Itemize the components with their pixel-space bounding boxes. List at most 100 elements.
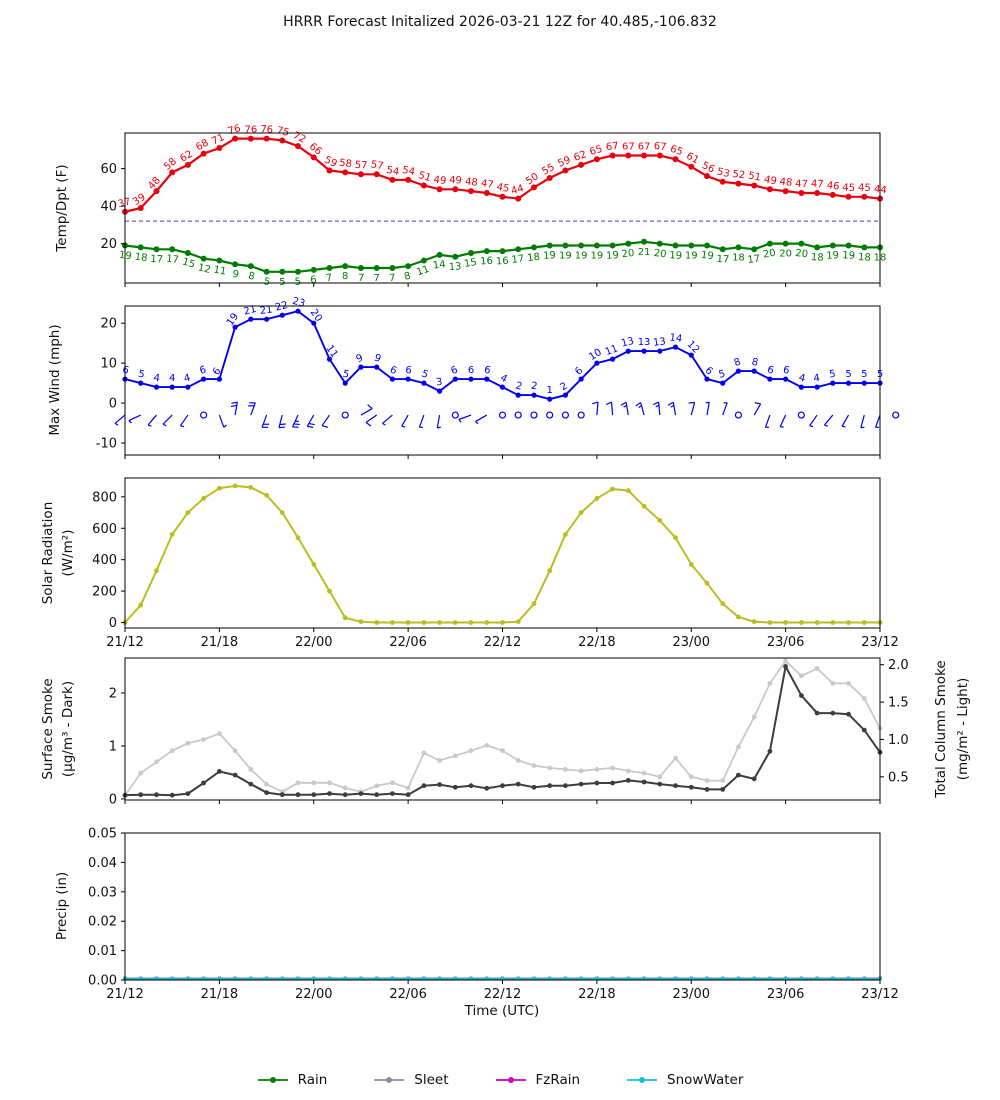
point-marker xyxy=(798,190,805,196)
point-marker xyxy=(751,246,758,253)
point-value-label: 45 xyxy=(496,182,510,195)
y-tick-label: 800 xyxy=(92,490,117,505)
calm-wind-icon xyxy=(892,411,900,419)
point-value-label: 76 xyxy=(244,125,257,136)
x-tick-label: 22/12 xyxy=(484,635,521,650)
y-tick-label: 0.02 xyxy=(88,915,117,930)
point-marker xyxy=(799,693,804,698)
point-marker xyxy=(201,496,207,501)
point-value-label: 11 xyxy=(415,264,431,279)
y-tick-label: 20 xyxy=(100,237,117,252)
point-value-label: 17 xyxy=(511,254,525,266)
point-value-label: 15 xyxy=(463,257,477,270)
sleet-line-swatch-icon xyxy=(374,1077,405,1083)
point-marker xyxy=(593,242,600,249)
y-tick-label: 0.03 xyxy=(88,885,117,900)
x-axis-title: Time (UTC) xyxy=(464,1003,540,1019)
point-value-label: 67 xyxy=(605,141,619,153)
point-marker xyxy=(484,620,490,625)
point-marker xyxy=(799,673,804,679)
calm-wind-icon xyxy=(200,411,208,419)
point-marker xyxy=(641,348,647,354)
point-marker xyxy=(499,193,506,200)
point-marker xyxy=(138,792,144,798)
point-marker xyxy=(279,137,286,144)
point-value-label: 22 xyxy=(274,300,289,314)
point-marker xyxy=(420,182,427,189)
solar-y-axis-label-line2: (W/m²) xyxy=(60,529,76,577)
point-marker xyxy=(799,620,804,625)
y-tick-label: 400 xyxy=(92,553,117,568)
point-marker xyxy=(641,503,647,509)
point-value-label: 8 xyxy=(733,356,743,369)
point-marker xyxy=(421,380,427,386)
point-marker xyxy=(641,152,648,159)
point-marker xyxy=(185,384,191,390)
point-value-label: 19 xyxy=(575,251,588,262)
legend-item-sleet: Sleet xyxy=(373,1072,449,1088)
point-value-label: 4 xyxy=(798,373,807,385)
point-marker xyxy=(184,161,191,168)
smoke-left-y-axis-label-line2: (µg/m³ - Dark) xyxy=(60,680,76,778)
point-marker xyxy=(185,791,191,796)
point-value-label: 19 xyxy=(685,251,698,262)
panel-border xyxy=(124,477,881,629)
point-value-label: 59 xyxy=(556,155,572,170)
point-marker xyxy=(484,376,490,382)
point-marker xyxy=(688,242,695,249)
y-tick-label: -10 xyxy=(96,437,117,452)
point-value-label: 17 xyxy=(716,254,729,266)
point-marker xyxy=(861,620,867,625)
point-marker xyxy=(562,167,569,174)
point-marker xyxy=(248,767,254,772)
point-marker xyxy=(169,384,175,390)
point-marker xyxy=(625,152,632,159)
point-value-label: 18 xyxy=(732,252,745,263)
point-marker xyxy=(310,154,317,161)
point-value-label: 49 xyxy=(763,174,777,187)
point-marker xyxy=(751,776,757,782)
point-marker xyxy=(153,384,160,390)
point-marker xyxy=(751,182,758,189)
y-tick-label: 1 xyxy=(109,739,117,754)
point-marker xyxy=(405,263,412,270)
point-value-label: 7 xyxy=(325,273,333,285)
point-value-label: 54 xyxy=(386,165,400,178)
point-marker xyxy=(279,268,286,275)
point-marker xyxy=(610,486,615,492)
point-marker xyxy=(263,268,270,275)
point-marker xyxy=(437,388,443,394)
point-value-label: 54 xyxy=(401,165,415,178)
y-tick-label: 0 xyxy=(109,397,117,412)
point-marker xyxy=(578,376,584,382)
point-marker xyxy=(326,167,333,174)
point-value-label: 8 xyxy=(247,271,256,283)
point-marker xyxy=(547,568,553,574)
point-value-label: 20 xyxy=(795,248,809,260)
point-value-label: 19 xyxy=(543,250,556,262)
point-value-label: 6 xyxy=(449,364,459,377)
point-value-label: 18 xyxy=(858,252,871,264)
point-marker xyxy=(704,173,710,180)
solar-y-axis-label-line1: Solar Radiation xyxy=(40,501,56,605)
calm-wind-icon xyxy=(577,411,585,419)
point-value-label: 6 xyxy=(199,365,208,377)
point-marker xyxy=(421,783,427,789)
point-value-label: 76 xyxy=(260,124,273,136)
rain-line-swatch-icon xyxy=(257,1077,288,1083)
point-value-label: 2 xyxy=(558,381,569,394)
point-value-label: 61 xyxy=(684,151,700,167)
precip-panel: 0.00 0.01 0.02 0.03 0.04 0.05 21/12 21/18 22/00 2… xyxy=(88,827,899,1003)
point-value-label: 13 xyxy=(448,261,461,273)
x-tick-label: 22/06 xyxy=(389,635,426,650)
point-marker xyxy=(531,784,537,790)
legend-label-sleet: Sleet xyxy=(414,1072,449,1088)
point-marker xyxy=(389,376,395,382)
point-marker xyxy=(609,152,616,159)
point-marker xyxy=(200,255,207,262)
point-marker xyxy=(405,376,411,382)
point-value-label: 65 xyxy=(588,144,603,158)
point-marker xyxy=(311,320,317,326)
point-marker xyxy=(563,783,568,789)
